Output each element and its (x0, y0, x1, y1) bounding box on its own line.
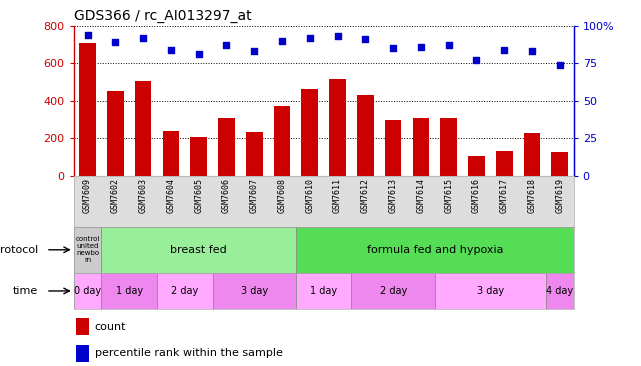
Text: count: count (95, 322, 126, 332)
Point (83, 32, 93, 38)
Bar (101, 273, 157, 309)
Text: GSM7602: GSM7602 (111, 178, 120, 213)
Bar (296, 227, 574, 273)
Point (444, 42, 454, 48)
Text: GSM7608: GSM7608 (278, 178, 287, 213)
Text: time: time (13, 286, 38, 296)
Bar (163, 131, 179, 176)
Text: GSM7619: GSM7619 (555, 178, 564, 213)
Text: GSM7616: GSM7616 (472, 178, 481, 213)
Text: GSM7609: GSM7609 (83, 178, 92, 213)
Point (416, 44, 426, 49)
Point (554, 62, 565, 68)
Point (110, 39, 121, 45)
Bar (496, 151, 513, 176)
Point (360, 36, 370, 42)
Point (249, 48, 260, 54)
Bar (274, 106, 290, 176)
Bar (213, 273, 296, 309)
Bar (190, 137, 207, 176)
Bar (107, 91, 124, 176)
Bar (76, 318, 88, 335)
Bar (551, 152, 568, 176)
Text: breast fed: breast fed (171, 245, 227, 255)
Text: 0 day: 0 day (74, 286, 101, 296)
Text: GSM7611: GSM7611 (333, 178, 342, 213)
Text: 1 day: 1 day (116, 286, 143, 296)
Text: GSM7610: GSM7610 (305, 178, 314, 213)
Text: control
united
newbo
rn: control united newbo rn (76, 236, 100, 263)
Text: GSM7604: GSM7604 (167, 178, 176, 213)
Text: 3 day: 3 day (241, 286, 268, 296)
Bar (329, 79, 346, 176)
Text: GSM7607: GSM7607 (250, 178, 259, 213)
Text: GSM7603: GSM7603 (138, 178, 147, 213)
Point (194, 51, 204, 57)
Bar (413, 118, 429, 176)
Bar (101, 227, 296, 273)
Point (499, 47, 510, 53)
Text: 1 day: 1 day (310, 286, 337, 296)
Bar (385, 120, 401, 176)
Text: formula fed and hypoxia: formula fed and hypoxia (367, 245, 503, 255)
Bar (74, 273, 101, 309)
Point (471, 57, 481, 63)
Text: protocol: protocol (0, 245, 38, 255)
Bar (218, 117, 235, 176)
Bar (79, 42, 96, 176)
Bar (435, 273, 546, 309)
Text: GSM7614: GSM7614 (417, 178, 426, 213)
Text: GSM7615: GSM7615 (444, 178, 453, 213)
Bar (440, 119, 457, 176)
Point (304, 35, 315, 41)
Text: GSM7612: GSM7612 (361, 178, 370, 213)
Bar (357, 95, 374, 176)
Text: GSM7605: GSM7605 (194, 178, 203, 213)
Bar (296, 273, 351, 309)
Text: GDS366 / rc_AI013297_at: GDS366 / rc_AI013297_at (74, 9, 251, 23)
Bar (157, 273, 213, 309)
Text: 4 day: 4 day (546, 286, 573, 296)
Text: GSM7617: GSM7617 (500, 178, 509, 213)
Point (388, 45, 398, 51)
Bar (76, 345, 88, 362)
Text: GSM7613: GSM7613 (388, 178, 397, 213)
Bar (546, 273, 574, 309)
Text: 2 day: 2 day (379, 286, 407, 296)
Text: GSM7606: GSM7606 (222, 178, 231, 213)
Point (221, 42, 231, 48)
Text: percentile rank within the sample: percentile rank within the sample (95, 348, 283, 358)
Bar (135, 81, 151, 176)
Bar (351, 273, 435, 309)
Point (277, 38, 287, 44)
Point (333, 33, 343, 39)
Bar (524, 133, 540, 176)
Text: GSM7618: GSM7618 (528, 178, 537, 213)
Bar (74, 227, 101, 273)
Text: 2 day: 2 day (171, 286, 199, 296)
Point (166, 47, 176, 53)
Point (138, 35, 148, 41)
Bar (468, 156, 485, 176)
Point (527, 48, 537, 54)
Text: 3 day: 3 day (477, 286, 504, 296)
Bar (246, 132, 263, 176)
Bar (301, 89, 318, 176)
